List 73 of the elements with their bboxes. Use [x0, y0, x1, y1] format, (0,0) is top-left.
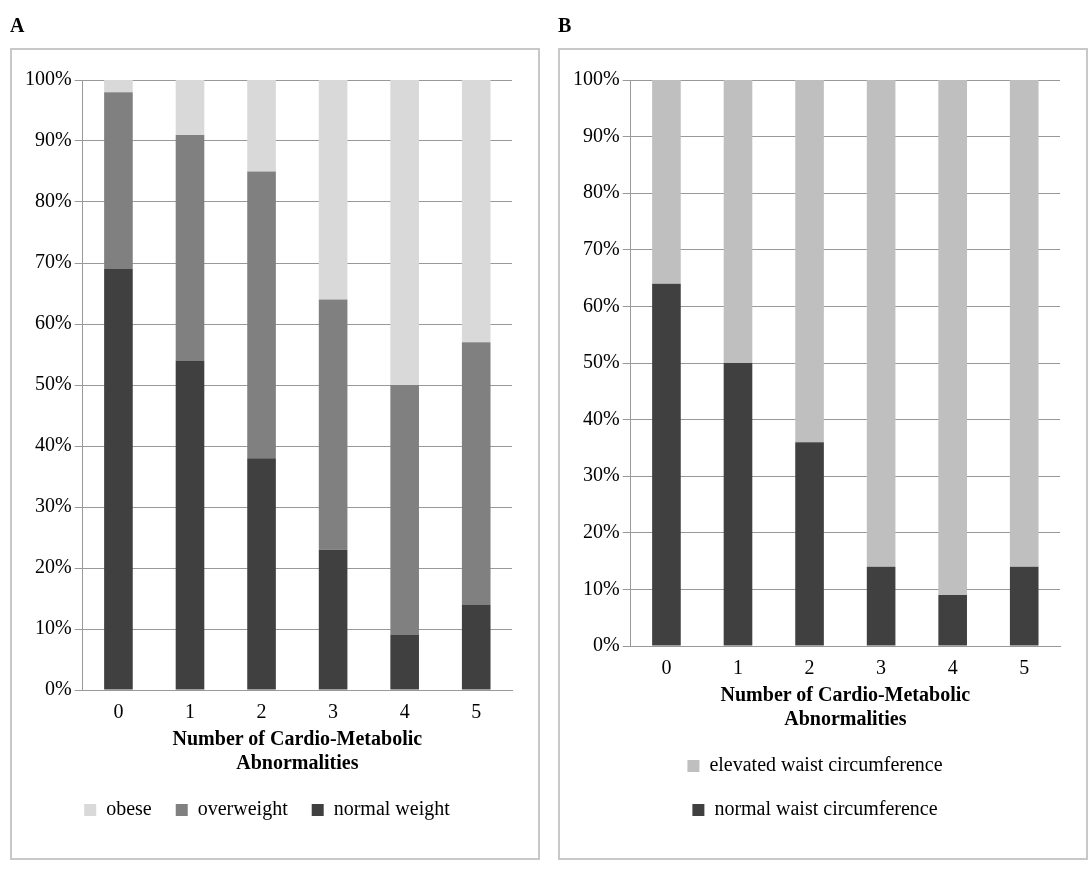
- bar: [390, 635, 419, 690]
- y-tick-label: 80%: [582, 180, 620, 203]
- bar: [461, 604, 491, 690]
- legend-label: obese: [106, 797, 152, 820]
- y-tick-label: 20%: [582, 520, 620, 543]
- y-tick-label: 90%: [34, 128, 72, 151]
- y-tick-label: 70%: [582, 237, 620, 260]
- legend-label: elevated waist circumference: [709, 753, 943, 776]
- bar: [390, 80, 419, 385]
- bar: [175, 134, 205, 361]
- y-tick-label: 70%: [34, 250, 72, 273]
- x-tick-label: 4: [947, 656, 958, 679]
- y-tick-label: 10%: [34, 616, 72, 639]
- bar: [938, 80, 967, 596]
- x-axis-title: Number of Cardio-Metabolic Abnormalities: [720, 683, 971, 730]
- x-tick-label: 3: [876, 656, 887, 679]
- y-tick-label: 50%: [34, 372, 72, 395]
- chart-title: A: [10, 13, 26, 38]
- x-tick-label: 0: [113, 700, 124, 723]
- y-tick-label: 60%: [34, 311, 72, 334]
- bar: [247, 458, 276, 690]
- x-tick-label: 0: [661, 656, 672, 679]
- bar: [318, 80, 348, 300]
- x-tick-label: 2: [256, 700, 267, 723]
- bar: [1009, 566, 1039, 646]
- bar: [104, 269, 133, 690]
- bar: [318, 299, 348, 550]
- y-tick-label: 100%: [572, 67, 620, 90]
- bar: [1009, 80, 1039, 567]
- y-tick-label: 100%: [24, 67, 72, 90]
- x-tick-label: 1: [733, 656, 743, 679]
- y-tick-label: 30%: [34, 494, 72, 517]
- y-tick-label: 20%: [34, 555, 72, 578]
- y-tick-label: 30%: [582, 463, 620, 486]
- bar: [104, 80, 133, 93]
- bar: [461, 80, 491, 343]
- x-tick-label: 4: [399, 700, 410, 723]
- legend-label: overweight: [197, 797, 289, 821]
- x-tick-label: 2: [804, 656, 815, 679]
- y-tick-label: 0%: [44, 677, 72, 700]
- bar: [723, 80, 753, 363]
- bar: [795, 442, 824, 646]
- y-tick-label: 80%: [34, 189, 72, 212]
- x-tick-label: 5: [471, 700, 482, 723]
- bar: [795, 80, 824, 443]
- bar: [866, 566, 896, 646]
- y-tick-label: 0%: [592, 633, 620, 656]
- bar: [652, 80, 681, 284]
- bar: [104, 92, 133, 270]
- chart-title: B: [558, 13, 573, 38]
- bar: [318, 549, 348, 690]
- y-tick-label: 40%: [582, 406, 620, 429]
- bar: [247, 171, 276, 459]
- y-tick-label: 50%: [582, 350, 620, 373]
- x-axis-title: Number of Cardio-Metabolic Abnormalities: [172, 727, 423, 774]
- y-tick-label: 40%: [34, 433, 72, 456]
- bar: [652, 283, 681, 646]
- bar: [247, 80, 276, 172]
- y-tick-label: 10%: [582, 576, 620, 599]
- bar: [723, 363, 753, 646]
- x-tick-label: 1: [185, 700, 195, 723]
- bar: [461, 342, 491, 605]
- x-tick-label: 5: [1019, 656, 1030, 679]
- bar: [390, 385, 419, 636]
- bar: [866, 80, 896, 567]
- legend-label: normal waist circumference: [714, 797, 938, 820]
- bar: [175, 360, 205, 690]
- y-tick-label: 90%: [582, 123, 620, 146]
- x-tick-label: 3: [328, 700, 339, 723]
- legend-label: normal weight: [333, 797, 451, 821]
- bar: [175, 80, 205, 135]
- y-tick-label: 60%: [582, 293, 620, 316]
- bar: [938, 595, 967, 646]
